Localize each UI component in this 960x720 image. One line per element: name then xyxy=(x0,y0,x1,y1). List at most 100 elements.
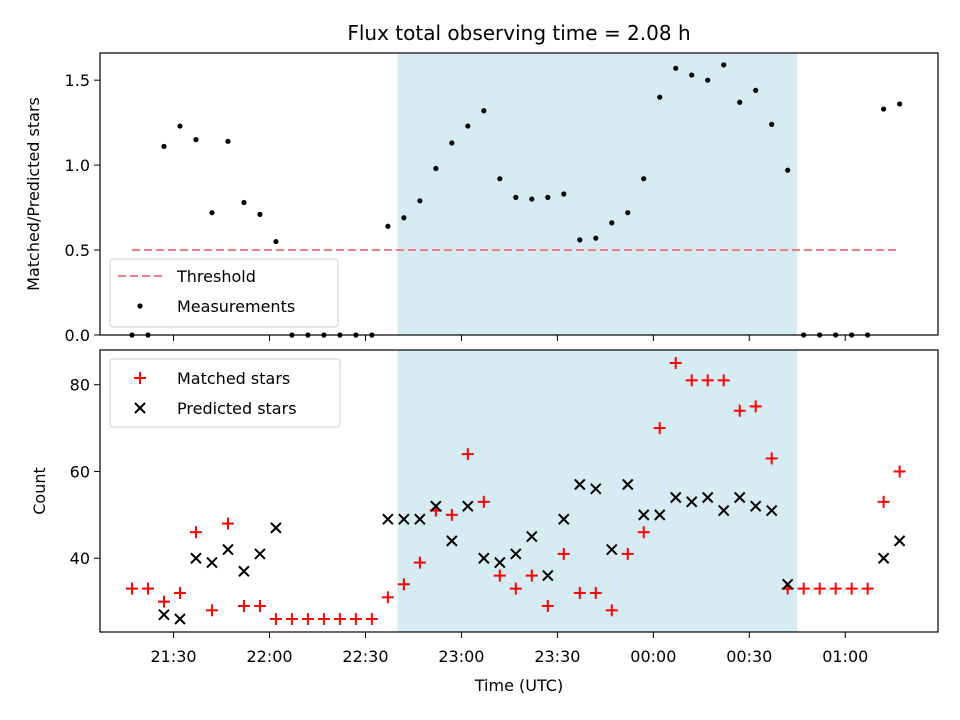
measurement-point xyxy=(593,235,599,241)
matched-star-point xyxy=(717,374,730,387)
x-tick-label: 00:00 xyxy=(630,647,676,666)
bottom-y-ticks: 40 60 80 xyxy=(70,376,100,568)
measurement-point xyxy=(545,194,551,200)
bottom-legend-box xyxy=(109,358,341,428)
bottom-y-tick-label: 40 xyxy=(70,549,90,568)
predicted-star-point xyxy=(686,496,698,508)
measurement-point xyxy=(417,198,423,204)
top-y-tick-label: 0.5 xyxy=(65,241,90,260)
top-panel: 0.0 0.5 1.0 1.5 Matched/Predicted stars Thr… xyxy=(24,52,939,345)
measurement-point xyxy=(433,165,439,172)
legend-matched-label: Matched stars xyxy=(177,369,290,388)
measurements-points xyxy=(129,62,903,338)
top-y-tick-label: 0.0 xyxy=(65,326,90,345)
measurement-point xyxy=(561,191,567,197)
measurement-point xyxy=(401,215,407,221)
matched-star-point xyxy=(797,582,810,595)
legend-predicted-label: Predicted stars xyxy=(177,399,297,418)
top-legend: Threshold Measurements xyxy=(109,258,339,328)
matched-star-point xyxy=(685,374,698,387)
measurement-point xyxy=(385,223,391,229)
predicted-star-point xyxy=(654,509,666,521)
measurement-point xyxy=(657,94,663,100)
measurement-point xyxy=(753,87,759,93)
bottom-y-axis-label: Count xyxy=(30,467,49,515)
top-axes-frame xyxy=(99,52,939,336)
measurement-point xyxy=(577,237,583,243)
top-legend-box xyxy=(109,258,339,328)
matched-star-point xyxy=(285,612,298,625)
measurement-point xyxy=(881,106,887,112)
matched-star-point xyxy=(605,604,618,617)
legend-matched-swatch xyxy=(134,372,146,384)
predicted-star-point xyxy=(542,569,554,582)
legend-measurements-swatch xyxy=(137,303,143,309)
predicted-star-point xyxy=(462,500,474,512)
matched-star-point xyxy=(205,604,218,617)
matched-star-point xyxy=(669,357,682,370)
x-tick-label: 23:30 xyxy=(534,647,580,666)
measurement-point xyxy=(177,123,183,129)
measurement-point xyxy=(209,210,215,216)
matched-star-point xyxy=(893,465,906,478)
x-tick-label: 23:00 xyxy=(438,647,484,666)
predicted-star-point xyxy=(398,513,410,525)
predicted-star-point xyxy=(877,552,890,564)
matched-star-point xyxy=(541,599,554,612)
predicted-star-point xyxy=(174,613,186,625)
measurement-point xyxy=(769,121,775,127)
predicted-star-point xyxy=(781,578,794,590)
matched-star-point xyxy=(637,526,650,539)
matched-star-point xyxy=(621,547,634,560)
matched-star-point xyxy=(509,582,522,595)
top-x-ticks xyxy=(173,335,846,341)
measurement-point xyxy=(193,137,199,143)
predicted-star-point xyxy=(670,491,682,504)
predicted-star-point xyxy=(430,500,442,512)
matched-star-point xyxy=(461,448,474,461)
x-axis-label: Time (UTC) xyxy=(474,676,563,695)
matched-star-point xyxy=(157,595,170,608)
measurement-point xyxy=(641,176,647,182)
measurement-point xyxy=(897,101,903,107)
predicted-star-point xyxy=(702,491,714,504)
observing-window-shade-top xyxy=(397,53,798,335)
matched-star-point xyxy=(413,556,426,569)
predicted-star-point xyxy=(638,509,650,521)
predicted-star-point xyxy=(270,522,282,534)
measurement-point xyxy=(609,220,615,226)
predicted-star-point xyxy=(733,491,746,504)
predicted-star-point xyxy=(238,565,250,577)
predicted-star-point xyxy=(206,556,218,569)
predicted-star-point xyxy=(382,513,394,525)
predicted-star-point xyxy=(717,504,730,517)
bottom-legend: Matched stars Predicted stars xyxy=(109,358,341,428)
measurement-point xyxy=(465,123,471,129)
measurement-point xyxy=(737,99,743,105)
matched-star-point xyxy=(221,517,234,530)
measurement-point xyxy=(449,140,455,146)
measurement-point xyxy=(225,138,231,144)
predicted-star-point xyxy=(622,478,634,491)
matched-star-point xyxy=(653,422,666,435)
matched-star-point xyxy=(381,591,394,604)
predicted-star-point xyxy=(606,543,618,556)
top-y-tick-label: 1.0 xyxy=(65,156,90,175)
measurement-point xyxy=(529,196,535,202)
matched-star-point xyxy=(317,612,330,625)
measurement-point xyxy=(241,199,247,206)
measurement-point xyxy=(673,65,679,71)
matched-star-point xyxy=(141,582,154,595)
matched-star-point xyxy=(749,400,762,413)
bottom-x-ticks: 21:30 22:00 22:30 23:00 23:30 00:00 00:30 01:00 xyxy=(151,632,868,666)
matched-star-point xyxy=(189,526,202,539)
matched-star-point xyxy=(589,586,602,599)
predicted-stars-points xyxy=(158,478,906,625)
legend-predicted-swatch xyxy=(134,402,146,414)
measurement-point xyxy=(497,176,503,182)
bottom-axes-frame xyxy=(99,349,939,633)
matched-star-point xyxy=(701,374,714,387)
predicted-star-point xyxy=(526,530,538,543)
matched-star-point xyxy=(445,508,458,521)
